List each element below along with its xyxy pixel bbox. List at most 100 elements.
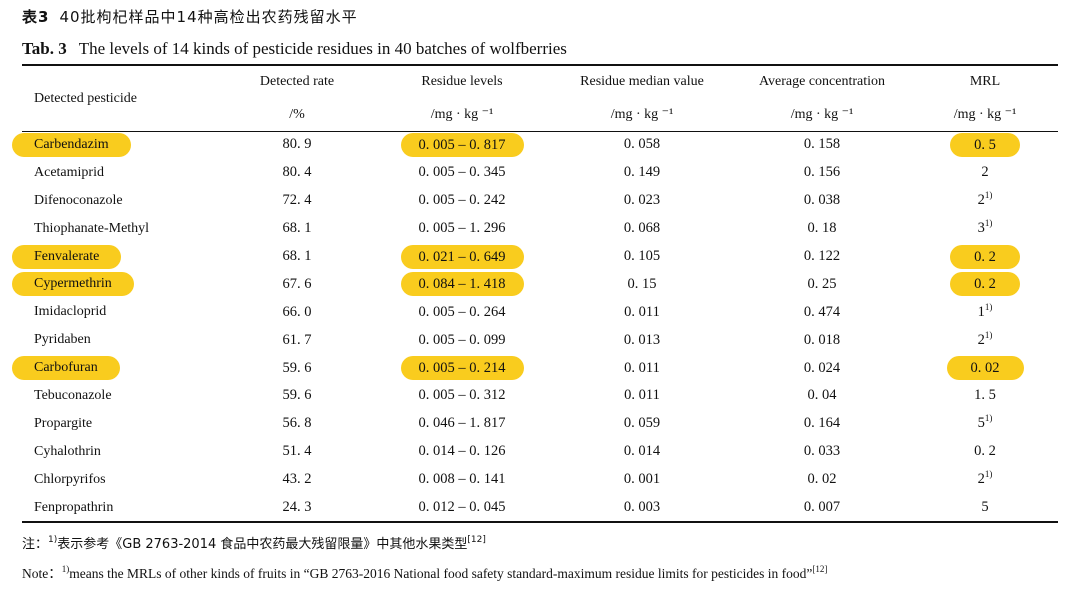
header-residue-levels: Residue levels	[421, 74, 503, 89]
cell-mrl: 2	[912, 159, 1058, 187]
header-mrl-unit: /mg · kg ⁻¹	[953, 107, 1017, 122]
cell-pesticide: Cypermethrin	[12, 270, 222, 298]
footnote-chinese: 注：1)表示参考《GB 2763-2014 食品中农药最大残留限量》中其他水果类…	[22, 533, 486, 553]
cell-mrl: 0. 02	[912, 354, 1058, 382]
cell-pesticide: Fenvalerate	[12, 243, 222, 271]
cell-residue-levels: 0. 046 – 1. 817	[372, 410, 552, 438]
cell-average: 0. 033	[732, 438, 912, 466]
cell-mrl-value: 0. 02	[946, 356, 1024, 381]
cell-average: 0. 018	[732, 326, 912, 354]
footnote-english-text: means the MRLs of other kinds of fruits …	[69, 566, 813, 581]
header-row-1: Detected pesticide Detected rate Residue…	[22, 66, 1058, 106]
cell-median-value: 0. 014	[623, 443, 661, 460]
cell-residue-levels: 0. 005 – 0. 264	[372, 298, 552, 326]
footnote-english-prefix: Note：	[22, 566, 62, 581]
mrl-footnote-mark: 1)	[984, 190, 993, 201]
cell-pesticide: Difenoconazole	[22, 187, 222, 215]
cell-residue-levels: 0. 012 – 0. 045	[372, 494, 552, 522]
cell-detected-rate: 68. 1	[222, 243, 372, 271]
cell-median: 0. 003	[552, 494, 732, 522]
table-row: Carbendazim 80. 9 0. 005 – 0. 817 0. 058 0. …	[12, 131, 1058, 159]
cell-average: 0. 04	[732, 382, 912, 410]
cell-median: 0. 15	[552, 270, 732, 298]
cell-median-value: 0. 003	[623, 499, 661, 516]
cell-median: 0. 011	[552, 382, 732, 410]
table-row: Cypermethrin 67. 6 0. 084 – 1. 418 0. 15 0. …	[12, 270, 1058, 298]
cell-detected-rate: 80. 9	[222, 131, 372, 159]
mrl-footnote-mark: 1)	[984, 413, 993, 424]
cell-mrl: 5	[912, 494, 1058, 522]
cell-detected-rate: 24. 3	[222, 494, 372, 522]
cell-median: 0. 058	[552, 131, 732, 159]
cell-detected-rate: 67. 6	[222, 270, 372, 298]
cell-median-value: 0. 011	[624, 387, 660, 404]
cell-pesticide-value: Acetamiprid	[34, 164, 104, 180]
cell-median-value: 0. 011	[624, 359, 660, 376]
cell-median-value: 0. 149	[623, 164, 661, 181]
cell-average-value: 0. 164	[803, 415, 841, 432]
caption-chinese-title: 40批枸杞样品中14种高检出农药残留水平	[59, 8, 358, 26]
cell-detected-rate: 43. 2	[222, 466, 372, 494]
table-bottom-rule	[22, 521, 1058, 523]
cell-average-value: 0. 156	[803, 164, 841, 181]
cell-average-value: 0. 18	[807, 220, 837, 237]
cell-residue-levels-value: 0. 046 – 1. 817	[418, 415, 506, 432]
table-row: Chlorpyrifos 43. 2 0. 008 – 0. 141 0. 001 0.…	[22, 466, 1058, 494]
cell-mrl: 0. 2	[912, 243, 1058, 271]
cell-detected-rate-value: 59. 6	[282, 387, 312, 404]
cell-median: 0. 001	[552, 466, 732, 494]
cell-pesticide: Carbofuran	[12, 354, 222, 382]
table-body: Carbendazim 80. 9 0. 005 – 0. 817 0. 058 0. …	[12, 131, 1058, 522]
cell-residue-levels: 0. 005 – 0. 817	[372, 131, 552, 159]
cell-pesticide-value: Carbendazim	[12, 132, 131, 157]
mrl-value-wrap: 21)	[978, 190, 993, 209]
cell-detected-rate: 59. 6	[222, 354, 372, 382]
mrl-footnote-mark: 1)	[984, 218, 993, 229]
cell-residue-levels-value: 0. 021 – 0. 649	[400, 244, 524, 269]
caption-english: Tab. 3 The levels of 14 kinds of pesticid…	[22, 39, 567, 59]
mrl-value-wrap: 31)	[978, 218, 993, 237]
cell-detected-rate-value: 56. 8	[282, 415, 312, 432]
cell-mrl: 11)	[912, 298, 1058, 326]
cell-median-value: 0. 058	[623, 136, 661, 153]
cell-median: 0. 013	[552, 326, 732, 354]
cell-average-value: 0. 122	[803, 248, 841, 264]
cell-detected-rate: 68. 1	[222, 215, 372, 243]
cell-residue-levels-value: 0. 005 – 0. 214	[400, 356, 524, 381]
cell-mrl: 1. 5	[912, 382, 1058, 410]
cell-pesticide: Carbendazim	[12, 131, 222, 159]
cell-residue-levels-value: 0. 008 – 0. 141	[418, 471, 506, 488]
cell-residue-levels: 0. 084 – 1. 418	[372, 270, 552, 298]
table-row: Pyridaben 61. 7 0. 005 – 0. 099 0. 013 0. 01…	[22, 326, 1058, 354]
cell-median: 0. 014	[552, 438, 732, 466]
cell-detected-rate-value: 80. 4	[282, 164, 312, 181]
cell-residue-levels-value: 0. 084 – 1. 418	[400, 272, 524, 297]
header-average-concentration: Average concentration	[758, 74, 886, 89]
cell-mrl-value: 2	[977, 471, 985, 488]
cell-pesticide: Acetamiprid	[22, 159, 222, 187]
header-detected-rate: Detected rate	[259, 74, 335, 89]
table-top-rule	[22, 64, 1058, 66]
cell-residue-levels-value: 0. 005 – 0. 312	[418, 387, 506, 404]
cell-mrl: 0. 2	[912, 270, 1058, 298]
cell-detected-rate-value: 61. 7	[282, 331, 312, 348]
cell-mrl: 0. 5	[912, 131, 1058, 159]
cell-detected-rate: 61. 7	[222, 326, 372, 354]
header-average-concentration-unit: /mg · kg ⁻¹	[790, 107, 854, 122]
cell-detected-rate-value: 72. 4	[282, 192, 312, 209]
pesticide-residue-table: Detected pesticide Detected rate Residue…	[12, 66, 1058, 522]
cell-detected-rate: 51. 4	[222, 438, 372, 466]
caption-chinese: 表3 40批枸杞样品中14种高检出农药残留水平	[22, 6, 358, 27]
table-row: Imidacloprid 66. 0 0. 005 – 0. 264 0. 011 0.…	[22, 298, 1058, 326]
cell-pesticide: Thiophanate-Methyl	[22, 215, 222, 243]
cell-average-value: 0. 018	[803, 331, 841, 348]
cell-residue-levels-value: 0. 005 – 0. 345	[418, 164, 506, 181]
cell-detected-rate-value: 24. 3	[282, 499, 312, 516]
cell-pesticide-value: Difenoconazole	[34, 192, 123, 208]
mrl-footnote-mark: 1)	[984, 301, 993, 312]
cell-detected-rate-value: 67. 6	[282, 275, 312, 292]
mrl-footnote-mark: 1)	[984, 469, 993, 480]
cell-pesticide-value: Imidacloprid	[34, 304, 107, 320]
cell-pesticide-value: Cyhalothrin	[34, 443, 101, 459]
mrl-value-wrap: 21)	[977, 469, 993, 488]
